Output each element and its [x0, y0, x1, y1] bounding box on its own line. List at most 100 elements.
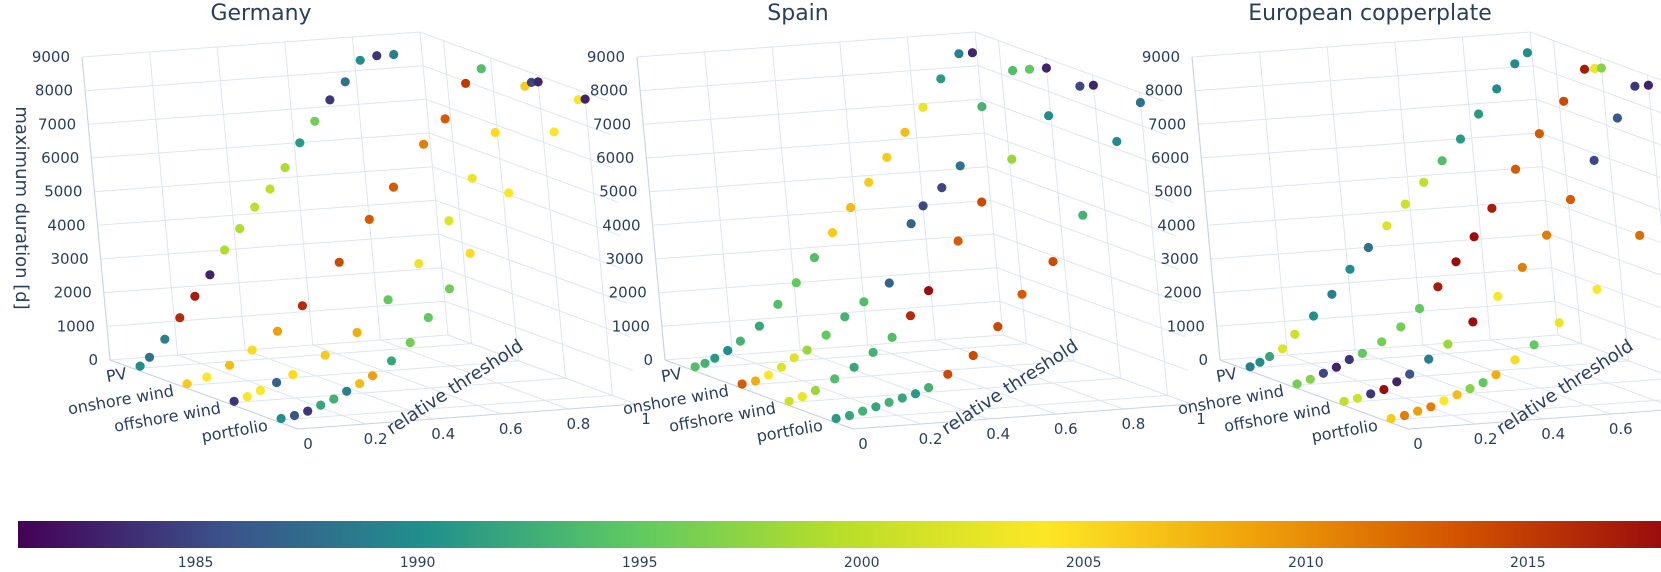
data-point[interactable]: [1041, 63, 1051, 73]
data-point[interactable]: [905, 311, 916, 321]
data-point[interactable]: [1492, 84, 1502, 94]
data-point[interactable]: [1290, 329, 1300, 339]
data-point[interactable]: [1363, 242, 1373, 253]
data-point[interactable]: [1292, 379, 1302, 389]
data-point[interactable]: [461, 78, 471, 88]
data-point[interactable]: [1465, 384, 1475, 394]
data-point[interactable]: [797, 392, 807, 402]
data-point[interactable]: [388, 182, 399, 192]
data-point[interactable]: [773, 299, 783, 309]
data-point[interactable]: [242, 392, 252, 402]
data-point[interactable]: [580, 94, 590, 104]
data-point[interactable]: [334, 257, 344, 267]
data-point[interactable]: [1510, 59, 1520, 69]
data-point[interactable]: [135, 361, 145, 371]
data-point[interactable]: [1377, 337, 1387, 347]
data-point[interactable]: [840, 312, 850, 322]
data-point[interactable]: [1265, 351, 1275, 362]
data-point[interactable]: [1357, 348, 1367, 358]
data-point[interactable]: [289, 410, 300, 421]
data-point[interactable]: [1044, 111, 1054, 121]
data-point[interactable]: [386, 356, 397, 366]
data-point[interactable]: [352, 327, 362, 338]
data-point[interactable]: [849, 362, 859, 372]
data-point[interactable]: [1443, 339, 1453, 349]
data-point[interactable]: [1112, 136, 1122, 147]
data-point[interactable]: [754, 321, 765, 331]
data-point[interactable]: [342, 386, 352, 396]
data-point[interactable]: [414, 259, 424, 269]
data-point[interactable]: [1255, 357, 1265, 367]
data-point[interactable]: [229, 396, 239, 406]
data-point[interactable]: [533, 77, 543, 87]
data-point[interactable]: [887, 332, 897, 342]
data-point[interactable]: [1024, 64, 1035, 74]
data-point[interactable]: [750, 376, 761, 386]
data-point[interactable]: [1424, 354, 1434, 364]
data-point[interactable]: [1135, 97, 1145, 108]
data-point[interactable]: [144, 352, 155, 362]
data-point[interactable]: [182, 379, 192, 389]
data-point[interactable]: [220, 245, 230, 255]
data-point[interactable]: [821, 330, 831, 340]
data-point[interactable]: [859, 297, 869, 307]
data-point[interactable]: [405, 337, 415, 348]
data-point[interactable]: [389, 49, 399, 60]
data-point[interactable]: [910, 389, 921, 399]
data-point[interactable]: [419, 139, 429, 149]
data-point[interactable]: [936, 74, 946, 84]
data-point[interactable]: [316, 400, 326, 410]
data-point[interactable]: [247, 345, 257, 355]
data-point[interactable]: [1392, 377, 1402, 387]
data-point[interactable]: [1559, 96, 1569, 106]
data-point[interactable]: [1414, 303, 1425, 314]
data-point[interactable]: [190, 291, 200, 301]
data-point[interactable]: [924, 383, 934, 393]
data-point[interactable]: [444, 284, 455, 294]
data-point[interactable]: [776, 362, 787, 372]
data-point[interactable]: [918, 102, 928, 112]
data-point[interactable]: [955, 161, 965, 171]
data-point[interactable]: [1382, 221, 1392, 231]
data-point[interactable]: [1399, 410, 1410, 421]
data-point[interactable]: [882, 152, 892, 162]
data-point[interactable]: [310, 116, 320, 126]
data-point[interactable]: [465, 248, 475, 258]
data-point[interactable]: [1308, 311, 1319, 321]
data-point[interactable]: [810, 385, 821, 396]
data-point[interactable]: [791, 278, 801, 288]
data-point[interactable]: [1542, 230, 1552, 240]
data-point[interactable]: [1344, 354, 1354, 365]
data-point[interactable]: [1277, 344, 1288, 354]
data-point[interactable]: [1331, 362, 1341, 372]
data-point[interactable]: [977, 197, 987, 207]
data-point[interactable]: [868, 347, 878, 357]
data-point[interactable]: [737, 379, 747, 389]
data-point[interactable]: [763, 370, 774, 380]
data-point[interactable]: [846, 202, 856, 213]
data-point[interactable]: [265, 184, 275, 194]
data-point[interactable]: [1510, 355, 1520, 365]
data-point[interactable]: [1318, 368, 1328, 378]
data-point[interactable]: [1078, 210, 1088, 220]
data-point[interactable]: [968, 350, 978, 361]
data-point[interactable]: [272, 326, 283, 336]
data-point[interactable]: [827, 228, 838, 238]
data-point[interactable]: [1491, 370, 1501, 380]
data-point[interactable]: [735, 336, 746, 346]
data-point[interactable]: [1592, 284, 1602, 294]
data-point[interactable]: [954, 49, 964, 59]
data-point[interactable]: [884, 397, 894, 407]
data-point[interactable]: [1522, 48, 1532, 58]
data-point[interactable]: [355, 55, 365, 65]
data-point[interactable]: [1590, 63, 1600, 74]
data-point[interactable]: [444, 216, 454, 226]
data-point[interactable]: [504, 188, 514, 198]
data-point[interactable]: [160, 334, 170, 344]
data-point[interactable]: [710, 353, 720, 363]
data-point[interactable]: [297, 301, 307, 311]
data-point[interactable]: [276, 413, 286, 424]
data-point[interactable]: [295, 138, 305, 148]
data-point[interactable]: [1474, 109, 1484, 119]
data-point[interactable]: [1426, 402, 1436, 412]
